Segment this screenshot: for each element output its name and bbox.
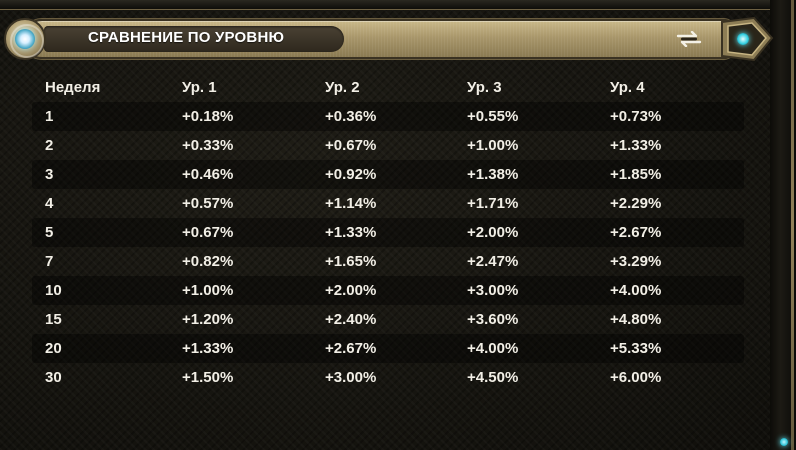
- level-2-cell: +0.67%: [325, 137, 377, 154]
- level-1-cell: +0.46%: [182, 166, 234, 183]
- level-3-cell: +0.55%: [467, 108, 519, 125]
- week-cell: 5: [45, 224, 54, 241]
- corner-gem-icon: [780, 438, 788, 446]
- table-body: 1 +0.18% +0.36% +0.55% +0.73% 2 +0.33% +0.67% +1…: [32, 102, 744, 392]
- week-cell: 3: [45, 166, 54, 183]
- table-row: 30 +1.50% +3.00% +4.50% +6.00%: [32, 363, 744, 392]
- column-header-level-2: Ур. 2: [325, 79, 360, 96]
- week-cell: 2: [45, 137, 54, 154]
- table-row: 2 +0.33% +0.67% +1.00% +1.33%: [32, 131, 744, 160]
- level-2-cell: +1.65%: [325, 253, 377, 270]
- column-header-level-1: Ур. 1: [182, 79, 217, 96]
- level-4-cell: +4.80%: [610, 311, 662, 328]
- level-3-cell: +1.00%: [467, 137, 519, 154]
- level-2-cell: +3.00%: [325, 369, 377, 386]
- window-top-frame: [0, 0, 770, 10]
- level-2-cell: +2.40%: [325, 311, 377, 328]
- table-row: 10 +1.00% +2.00% +3.00% +4.00%: [32, 276, 744, 305]
- level-3-cell: +3.60%: [467, 311, 519, 328]
- week-cell: 4: [45, 195, 54, 212]
- week-cell: 20: [45, 340, 62, 357]
- level-4-cell: +3.29%: [610, 253, 662, 270]
- level-2-cell: +1.14%: [325, 195, 377, 212]
- level-3-cell: +2.00%: [467, 224, 519, 241]
- level-4-cell: +4.00%: [610, 282, 662, 299]
- level-3-cell: +3.00%: [467, 282, 519, 299]
- table-row: 20 +1.33% +2.67% +4.00% +5.33%: [32, 334, 744, 363]
- level-1-cell: +0.67%: [182, 224, 234, 241]
- table-row: 15 +1.20% +2.40% +3.60% +4.80%: [32, 305, 744, 334]
- level-4-cell: +2.29%: [610, 195, 662, 212]
- level-1-cell: +0.18%: [182, 108, 234, 125]
- level-3-cell: +4.50%: [467, 369, 519, 386]
- table-row: 4 +0.57% +1.14% +1.71% +2.29%: [32, 189, 744, 218]
- level-2-cell: +0.36%: [325, 108, 377, 125]
- week-cell: 10: [45, 282, 62, 299]
- level-1-cell: +0.57%: [182, 195, 234, 212]
- level-1-cell: +1.20%: [182, 311, 234, 328]
- level-2-cell: +1.33%: [325, 224, 377, 241]
- level-2-cell: +2.00%: [325, 282, 377, 299]
- level-2-cell: +0.92%: [325, 166, 377, 183]
- collapse-arrows-icon[interactable]: [676, 31, 702, 47]
- level-3-cell: +2.47%: [467, 253, 519, 270]
- table-row: 1 +0.18% +0.36% +0.55% +0.73%: [32, 102, 744, 131]
- level-1-cell: +1.50%: [182, 369, 234, 386]
- window-right-rail: [791, 0, 794, 450]
- level-4-cell: +0.73%: [610, 108, 662, 125]
- week-cell: 30: [45, 369, 62, 386]
- level-4-cell: +1.33%: [610, 137, 662, 154]
- level-3-cell: +1.71%: [467, 195, 519, 212]
- level-4-cell: +1.85%: [610, 166, 662, 183]
- column-header-week: Неделя: [45, 79, 101, 96]
- level-4-cell: +2.67%: [610, 224, 662, 241]
- level-2-cell: +2.67%: [325, 340, 377, 357]
- level-1-cell: +1.33%: [182, 340, 234, 357]
- orb-emblem-icon: [4, 18, 46, 60]
- level-4-cell: +6.00%: [610, 369, 662, 386]
- level-comparison-table: Неделя Ур. 1 Ур. 2 Ур. 3 Ур. 4 1 +0.18% +0…: [32, 73, 744, 392]
- column-header-level-4: Ур. 4: [610, 79, 645, 96]
- week-cell: 1: [45, 108, 54, 125]
- level-1-cell: +0.33%: [182, 137, 234, 154]
- level-4-cell: +5.33%: [610, 340, 662, 357]
- column-header-level-3: Ур. 3: [467, 79, 502, 96]
- table-row: 7 +0.82% +1.65% +2.47% +3.29%: [32, 247, 744, 276]
- header-title-plate: [44, 26, 344, 52]
- table-row: 5 +0.67% +1.33% +2.00% +2.67%: [32, 218, 744, 247]
- table-row: 3 +0.46% +0.92% +1.38% +1.85%: [32, 160, 744, 189]
- week-cell: 15: [45, 311, 62, 328]
- level-3-cell: +1.38%: [467, 166, 519, 183]
- section-header: СРАВНЕНИЕ ПО УРОВНЮ: [4, 16, 774, 62]
- week-cell: 7: [45, 253, 54, 270]
- level-3-cell: +4.00%: [467, 340, 519, 357]
- level-1-cell: +1.00%: [182, 282, 234, 299]
- cyan-gem-icon: [737, 33, 749, 45]
- level-1-cell: +0.82%: [182, 253, 234, 270]
- page-title: СРАВНЕНИЕ ПО УРОВНЮ: [88, 29, 285, 46]
- table-header-row: Неделя Ур. 1 Ур. 2 Ур. 3 Ур. 4: [32, 73, 744, 102]
